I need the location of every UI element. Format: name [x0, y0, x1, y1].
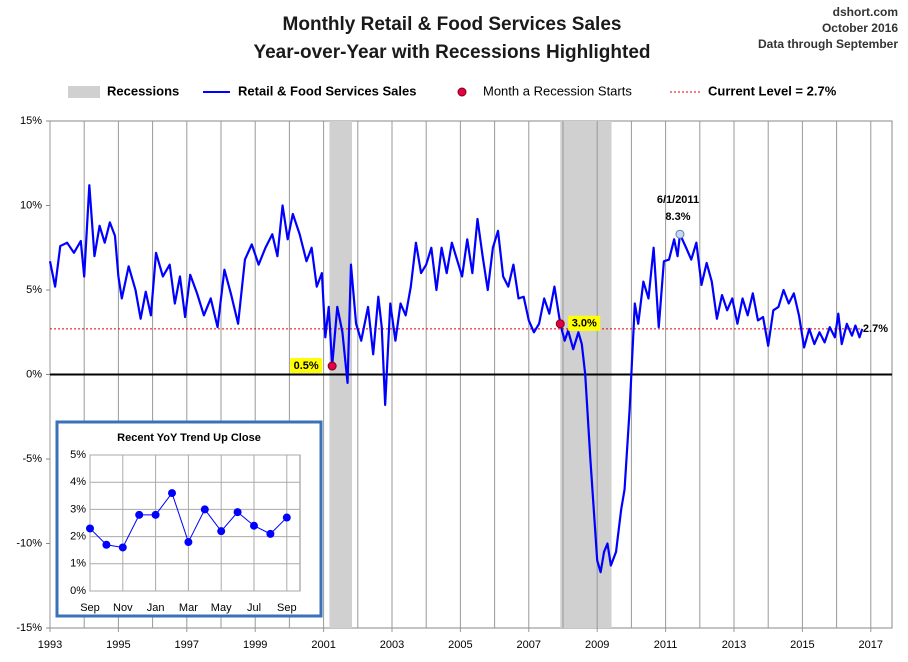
x-tick-label: Jul: [247, 602, 261, 614]
x-tick-label: 2013: [722, 639, 746, 651]
data-point: [102, 540, 111, 549]
y-tick-label: 2%: [70, 531, 86, 543]
data-note: Data through September: [758, 37, 898, 51]
legend-label: Retail & Food Services Sales: [238, 83, 416, 98]
data-point: [282, 513, 291, 522]
current-level-label: 2.7%: [863, 323, 888, 335]
data-point: [86, 524, 94, 533]
recession-start-marker: [555, 319, 565, 329]
y-tick-label: 3%: [70, 503, 86, 515]
x-tick-label: 2007: [517, 639, 541, 651]
inset-plot: [89, 454, 301, 592]
legend-label: Recessions: [107, 83, 179, 98]
inset-title: Recent YoY Trend Up Close: [117, 432, 261, 444]
data-point: [233, 508, 242, 517]
x-tick-label: Sep: [80, 602, 100, 614]
chart-title: Monthly Retail & Food Services Sales: [283, 14, 622, 35]
recession-start-label: 0.5%: [294, 360, 319, 372]
annotation-text: 6/1/2011: [657, 194, 699, 206]
y-tick-label: 10%: [20, 199, 42, 211]
x-tick-label: 2005: [448, 639, 472, 651]
x-tick-label: 2001: [311, 639, 335, 651]
y-tick-label: 0%: [70, 585, 86, 597]
x-tick-label: 2015: [790, 639, 814, 651]
data-point: [250, 521, 258, 530]
data-point: [200, 505, 209, 514]
y-tick-label: 4%: [70, 476, 86, 488]
data-point: [266, 529, 275, 538]
x-tick-label: 1993: [38, 639, 62, 651]
legend-label: Month a Recession Starts: [483, 83, 632, 98]
x-tick-label: 2003: [380, 639, 404, 651]
x-tick-label: 1999: [243, 639, 267, 651]
y-tick-label: 15%: [20, 115, 42, 127]
annotation-marker: [675, 229, 685, 239]
x-tick-label: 1995: [106, 639, 130, 651]
series-line: [48, 184, 864, 574]
x-tick-label: Sep: [277, 602, 297, 614]
chart-subtitle: Year-over-Year with Recessions Highlight…: [253, 42, 650, 63]
y-tick-label: -10%: [16, 537, 42, 549]
y-tick-label: -5%: [22, 453, 42, 465]
annotation-value: 8.3%: [665, 211, 690, 223]
y-tick-label: 1%: [70, 558, 86, 570]
data-point: [184, 538, 193, 547]
legend-label: Current Level = 2.7%: [708, 83, 837, 98]
data-point: [135, 510, 144, 519]
data-point: [168, 489, 176, 498]
x-tick-label: May: [211, 602, 232, 614]
legend-swatch: [68, 86, 100, 98]
label-background: [290, 358, 323, 374]
x-tick-label: 1997: [175, 639, 199, 651]
y-tick-label: 0%: [26, 368, 42, 380]
recession-start-label: 3.0%: [572, 318, 597, 330]
y-tick-label: 5%: [70, 449, 86, 461]
data-point: [118, 543, 127, 552]
legend-swatch: [457, 87, 467, 97]
x-tick-label: 2017: [859, 639, 883, 651]
y-tick-label: -15%: [16, 622, 42, 634]
x-tick-label: Mar: [179, 602, 198, 614]
x-tick-label: Nov: [113, 602, 133, 614]
y-tick-label: 5%: [26, 284, 42, 296]
recession-start-marker: [327, 361, 337, 371]
date-note: October 2016: [822, 21, 898, 35]
label-background: [568, 315, 601, 331]
x-tick-label: Jan: [147, 602, 165, 614]
x-tick-label: 2009: [585, 639, 609, 651]
data-point: [217, 527, 226, 536]
data-point: [151, 510, 160, 519]
x-tick-label: 2011: [654, 639, 678, 651]
source-note: dshort.com: [833, 5, 898, 19]
